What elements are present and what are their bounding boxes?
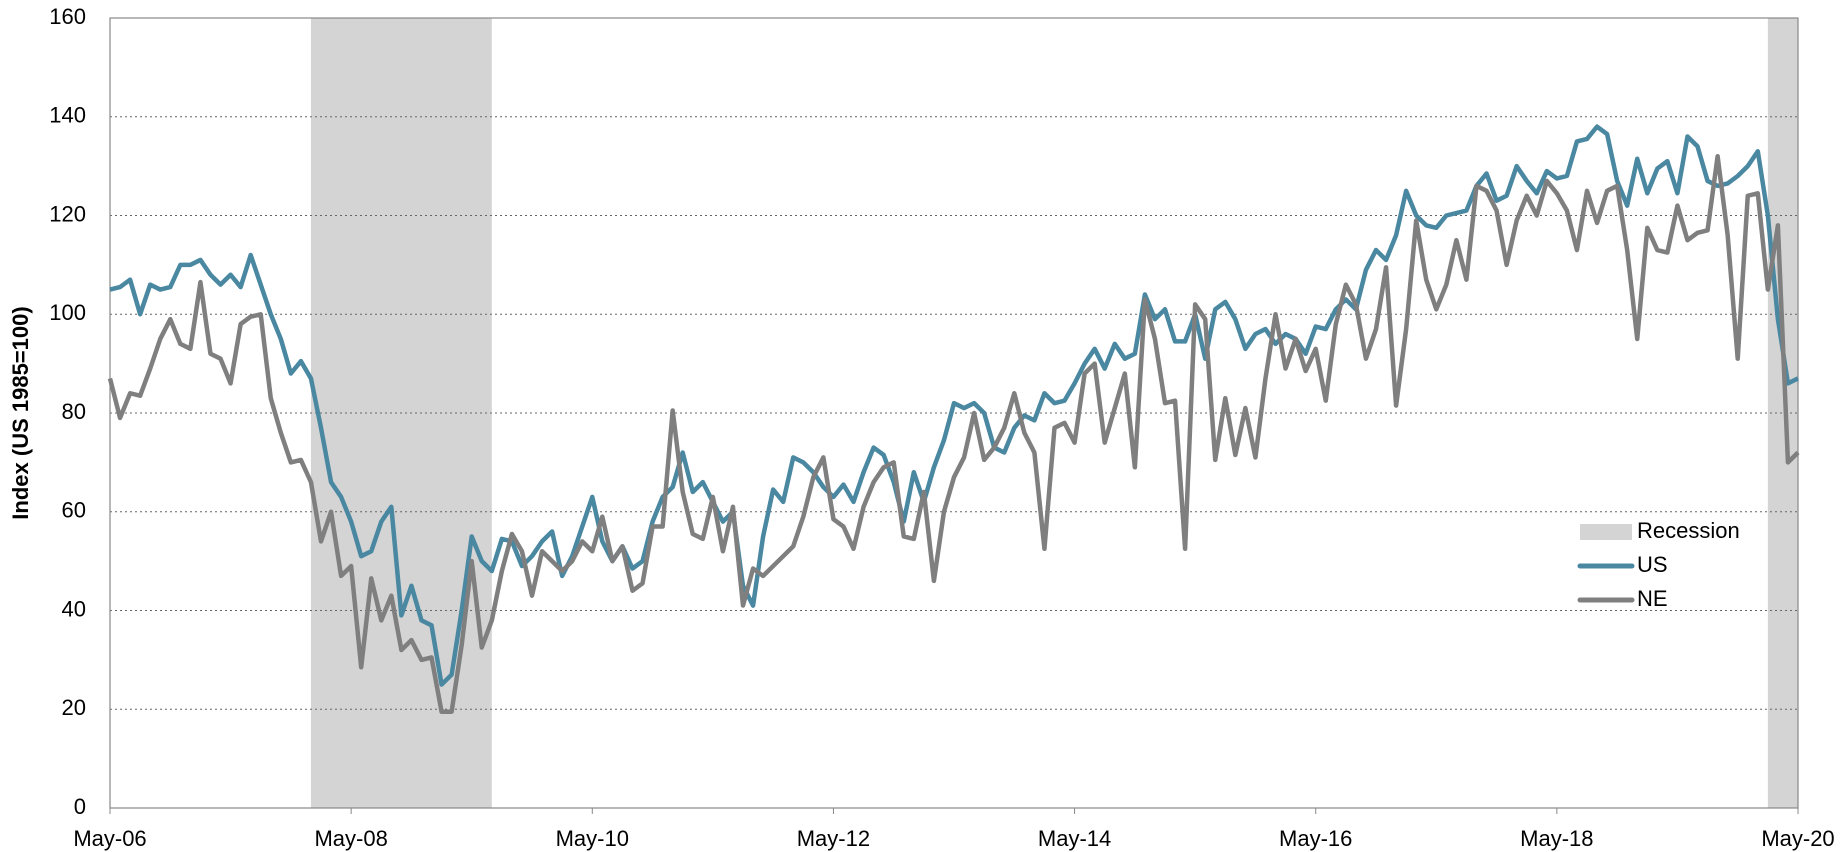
y-tick-label: 100 xyxy=(49,300,86,325)
y-tick-label: 60 xyxy=(62,498,86,523)
line-series xyxy=(107,154,1800,714)
x-tick-label: May-12 xyxy=(797,826,870,851)
y-tick-label: 120 xyxy=(49,201,86,226)
y-tick-label: 0 xyxy=(74,794,86,819)
y-tick-label: 80 xyxy=(62,399,86,424)
legend-label: NE xyxy=(1637,586,1668,611)
line-series xyxy=(109,124,1799,687)
y-tick-label: 20 xyxy=(62,695,86,720)
legend-swatch xyxy=(1580,524,1632,540)
x-tick-label: May-14 xyxy=(1038,826,1111,851)
y-tick-label: 160 xyxy=(49,4,86,29)
recession-band xyxy=(1767,18,1798,808)
x-tick-label: May-06 xyxy=(73,826,146,851)
x-tick-label: May-10 xyxy=(556,826,629,851)
legend-label: Recession xyxy=(1637,518,1740,543)
legend-label: US xyxy=(1637,552,1668,577)
y-tick-label: 140 xyxy=(49,103,86,128)
x-tick-label: May-18 xyxy=(1520,826,1593,851)
y-axis-label: Index (US 1985=100) xyxy=(8,306,33,519)
y-tick-label: 40 xyxy=(62,596,86,621)
x-tick-label: May-16 xyxy=(1279,826,1352,851)
x-tick-label: May-20 xyxy=(1761,826,1834,851)
plot-frame xyxy=(109,17,1799,809)
legend: Recession US NE xyxy=(1577,518,1740,611)
x-tick-label: May-08 xyxy=(314,826,387,851)
